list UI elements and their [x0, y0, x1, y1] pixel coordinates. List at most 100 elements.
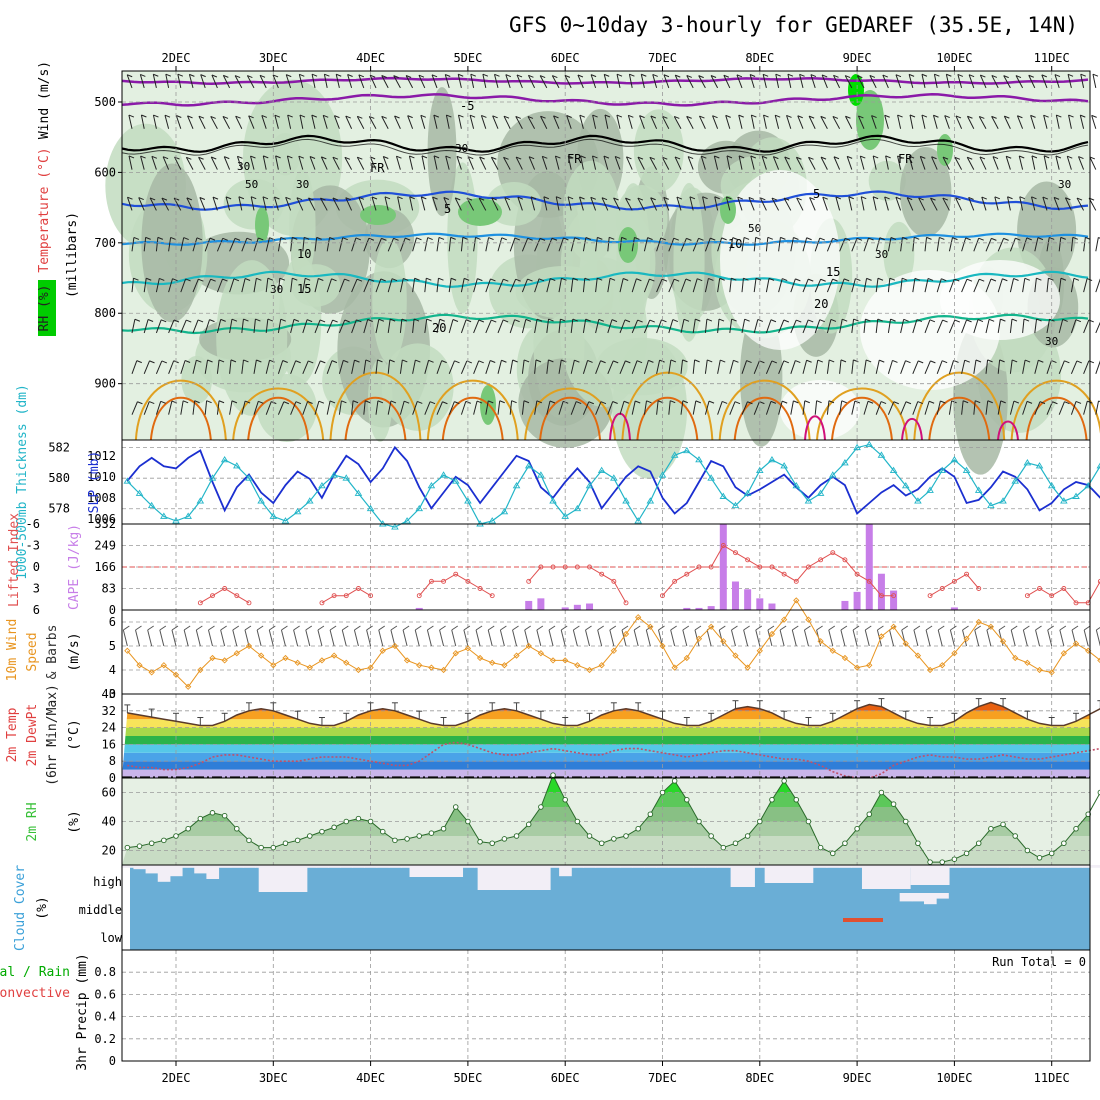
cloud-high-clear — [960, 865, 974, 868]
wind-speed-point — [671, 664, 678, 671]
wind10m-barb — [390, 629, 396, 647]
li-point — [197, 600, 203, 606]
rh-point — [294, 837, 301, 844]
rh-point — [927, 859, 933, 865]
thickness-point — [816, 489, 825, 496]
wind-speed-point — [987, 623, 995, 630]
rh-point — [939, 859, 945, 865]
thickness-point — [926, 486, 934, 493]
cloud-high-clear — [409, 865, 464, 877]
cloud-high-clear — [145, 865, 159, 874]
wind10m-barb — [536, 629, 542, 647]
rh-point — [671, 778, 678, 784]
temp-contour-30 — [149, 396, 212, 441]
temp-contour-20 — [121, 313, 1089, 335]
wind10m-barb — [135, 629, 140, 647]
cloud-high-clear — [1021, 865, 1034, 868]
cloud-high-clear — [996, 865, 1010, 868]
thickness-point — [220, 455, 229, 463]
wind10m-barb — [682, 629, 688, 647]
thickness-point — [160, 512, 168, 519]
wind-speed-point — [209, 654, 216, 662]
wind-speed-point — [549, 657, 557, 664]
wind-speed-point — [221, 657, 228, 664]
thickness-point — [901, 481, 910, 489]
series-2m-temp — [127, 701, 1100, 727]
contour-label: 30 — [1045, 335, 1058, 348]
thickness-point — [974, 486, 983, 493]
wind-speed-point — [744, 664, 751, 671]
bottom-date-7dec: 7DEC — [648, 1071, 677, 1085]
cloud-high-clear — [730, 865, 755, 887]
li-point — [878, 593, 884, 599]
wind-speed-point — [172, 671, 180, 678]
temp-color-band — [122, 761, 1090, 770]
contour-label: 15 — [826, 265, 840, 279]
wind-speed-point — [829, 647, 836, 654]
thickness-point — [804, 497, 813, 504]
thickness-point — [719, 492, 728, 499]
cape-bar — [768, 603, 776, 610]
cloud-high-clear — [717, 865, 730, 868]
wind10m-barb — [755, 629, 761, 647]
rh-point — [720, 844, 727, 851]
cloud-high-clear — [571, 865, 584, 868]
li-point — [793, 578, 799, 584]
temp-contour-30 — [247, 396, 310, 441]
thickness-point — [756, 466, 764, 473]
thickness-point — [962, 466, 971, 473]
wind-speed-point — [866, 662, 873, 669]
rh-point — [161, 837, 167, 844]
thickness-point — [585, 481, 594, 489]
cloud-high-clear — [559, 865, 572, 877]
wind10m-barb — [305, 629, 311, 647]
rh-shade — [181, 355, 213, 405]
cloud-high-clear — [242, 865, 256, 868]
wind-speed-point — [148, 669, 155, 676]
wind-speed-point — [1036, 666, 1043, 674]
thickness-point — [683, 446, 691, 454]
contour-label: 5 — [813, 187, 820, 201]
wind10m-tick: 3 — [109, 687, 116, 701]
wind10m-barb — [366, 629, 372, 647]
wind10m-barb — [183, 629, 189, 647]
thickness-point — [391, 523, 399, 530]
cape-tick: 166 — [94, 560, 116, 574]
temp-contour-35 — [901, 418, 923, 441]
contour-label: 20 — [432, 321, 446, 335]
cloud-level-high: high — [93, 875, 122, 889]
thickness-tick: 580 — [48, 471, 70, 485]
cloud-high-clear — [1045, 865, 1059, 868]
li-point — [611, 578, 617, 584]
cloud-high-clear — [861, 865, 911, 889]
temp-contour-30 — [344, 396, 407, 441]
wind-speed-point — [708, 623, 715, 630]
wind10m-barb — [426, 629, 432, 647]
cape-bar — [950, 607, 958, 610]
wind10m-barb — [122, 629, 128, 647]
thickness-point — [622, 497, 630, 504]
temp-color-band — [122, 736, 1090, 745]
rh-point — [148, 840, 155, 847]
cloud-high-clear — [121, 865, 134, 868]
thickness-point — [670, 451, 679, 458]
thickness-point — [415, 504, 424, 512]
cape-bar — [537, 598, 545, 610]
rh-shade — [563, 160, 620, 262]
series-lifted-index — [1027, 580, 1100, 604]
series-2m-dewpt — [127, 741, 1100, 779]
top-date-4dec: 4DEC — [356, 51, 385, 65]
thickness-point — [950, 455, 959, 463]
thickness-point — [646, 497, 655, 504]
wind-speed-point — [683, 654, 690, 662]
cape-tick: 332 — [94, 517, 116, 531]
wind-speed-point — [635, 614, 642, 621]
rh-point — [489, 840, 495, 847]
cloud-middle-clear — [911, 893, 925, 902]
contour-label: FR — [567, 152, 582, 166]
contour-label: 30 — [237, 160, 250, 173]
rh-moist-patch — [618, 227, 638, 263]
pressure-tick: 500 — [94, 95, 116, 109]
wind10m-barb — [889, 629, 895, 647]
temp-contour--5-upper — [121, 76, 1089, 85]
